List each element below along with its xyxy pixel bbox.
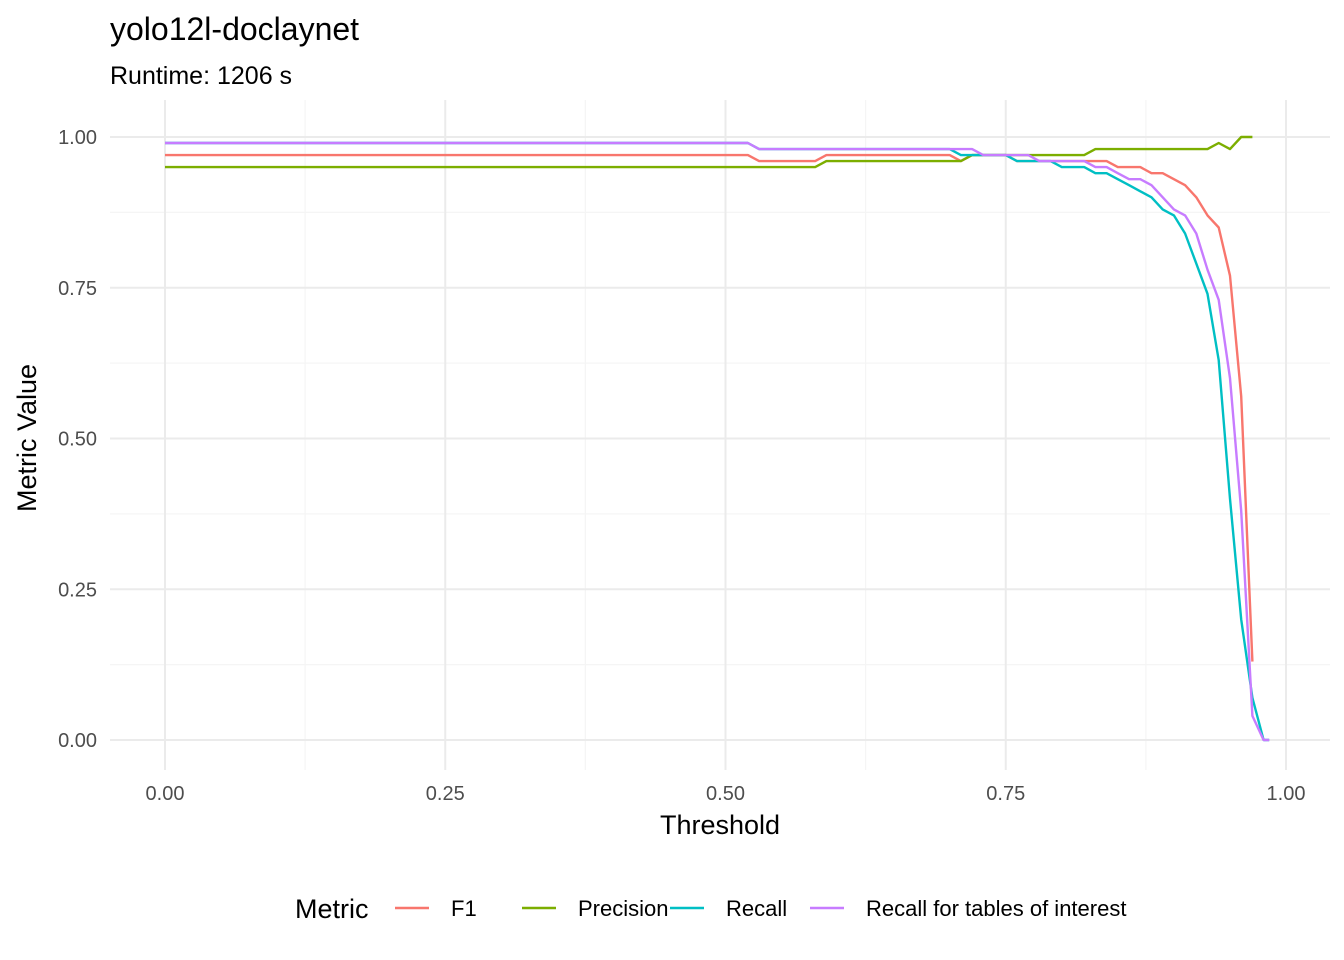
legend-item-precision: Precision [522,896,668,921]
legend-title: Metric [295,894,369,924]
legend-item-recall-for-tables-of-interest: Recall for tables of interest [810,896,1126,921]
legend-label: Precision [578,896,668,921]
series-lines [165,135,1270,742]
grid [110,100,1330,770]
legend-label: F1 [451,896,477,921]
series-line-recall [165,141,1270,742]
y-tick-label: 1.00 [58,127,97,149]
x-tick-label: 0.50 [706,783,745,805]
series-line-precision [165,135,1253,169]
tick-labels: 0.00 0.25 0.50 0.75 1.00 0.00 0.25 0.50 0.75 1.00 [58,127,1305,805]
chart-subtitle: Runtime: 1206 s [110,62,292,90]
x-tick-label: 1.00 [1267,783,1306,805]
legend-item-f1: F1 [395,896,477,921]
series-line-f1 [165,153,1254,662]
x-tick-label: 0.75 [986,783,1025,805]
legend-label: Recall for tables of interest [866,896,1126,921]
chart-title: yolo12l-doclaynet [110,11,359,47]
x-axis-title: Threshold [660,810,780,840]
legend-item-recall: Recall [670,896,787,921]
y-tick-label: 0.75 [58,278,97,300]
series-line-recall-for-tables-of-interest [165,141,1270,742]
legend-label: Recall [726,896,787,921]
y-tick-label: 0.25 [58,579,97,601]
y-axis-title: Metric Value [12,364,42,512]
y-tick-label: 0.00 [58,730,97,752]
x-tick-label: 0.00 [146,783,185,805]
x-tick-label: 0.25 [426,783,465,805]
y-tick-label: 0.50 [58,429,97,451]
legend-items: F1 Precision Recall Recall for tables of in… [395,896,1126,921]
legend: Metric F1 Precision Recall Recall for table… [295,894,1126,924]
